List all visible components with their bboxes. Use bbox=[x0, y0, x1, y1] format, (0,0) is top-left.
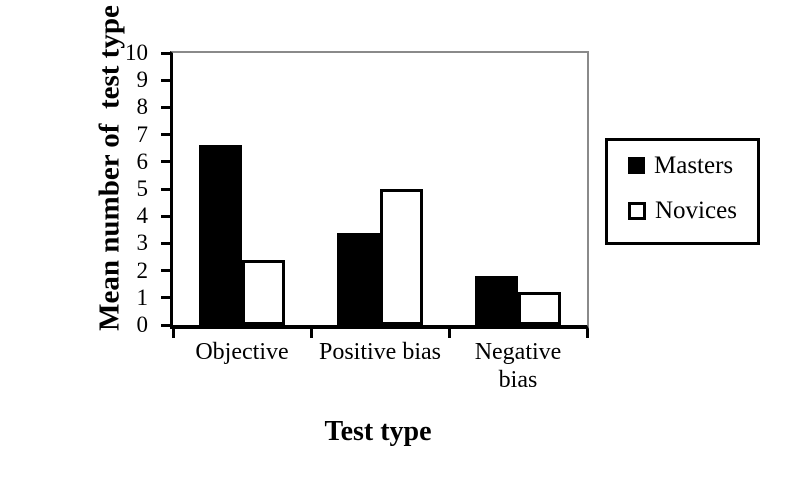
y-axis-tick-label: 7 bbox=[136, 121, 149, 147]
legend-label-novices: Novices bbox=[655, 197, 737, 225]
x-category-label-negative-bias: Negative bias bbox=[474, 339, 562, 393]
novices-swatch-icon bbox=[628, 202, 646, 221]
y-axis-tick-label: 1 bbox=[136, 284, 149, 310]
y-axis-tick-label: 10 bbox=[125, 40, 148, 65]
legend: Masters Novices bbox=[605, 138, 760, 245]
legend-label-masters: Masters bbox=[654, 151, 734, 179]
y-axis-tick bbox=[161, 214, 170, 218]
y-axis-tick-label: 0 bbox=[136, 312, 149, 337]
y-axis-tick-label: 4 bbox=[136, 203, 149, 229]
plot-area bbox=[170, 51, 589, 329]
masters-swatch-icon bbox=[628, 157, 645, 175]
x-axis-tick bbox=[447, 329, 451, 338]
x-category-label-positive-bias: Positive bias bbox=[318, 339, 441, 365]
x-axis-tick bbox=[171, 329, 175, 338]
y-axis-tick bbox=[161, 51, 170, 55]
x-axis-title: Test type bbox=[324, 416, 432, 447]
bar-masters-negative-bias bbox=[475, 276, 518, 325]
bar-novices-negative-bias bbox=[518, 292, 561, 325]
x-axis-tick bbox=[309, 329, 313, 338]
y-axis-tick bbox=[161, 323, 170, 327]
bar-novices-objective bbox=[242, 259, 285, 325]
bar-masters-positive-bias bbox=[337, 232, 380, 325]
x-category-label-objective: Objective bbox=[195, 339, 289, 365]
y-axis-tick bbox=[161, 187, 170, 191]
y-axis-tick bbox=[161, 160, 170, 164]
y-axis-tick bbox=[161, 269, 170, 273]
y-axis-tick bbox=[161, 296, 170, 300]
y-axis-tick-label: 2 bbox=[136, 257, 149, 283]
y-axis-tick-label: 5 bbox=[136, 176, 149, 201]
bar-masters-objective bbox=[199, 145, 242, 325]
x-axis-tick bbox=[585, 329, 589, 338]
y-axis-tick bbox=[161, 241, 170, 245]
y-axis-tick bbox=[161, 105, 170, 109]
legend-item-masters: Masters bbox=[628, 151, 757, 181]
legend-item-novices: Novices bbox=[628, 197, 757, 227]
y-axis-tick-label: 8 bbox=[136, 94, 149, 120]
y-axis-tick-label: 3 bbox=[136, 230, 149, 256]
y-axis-tick-label: 6 bbox=[136, 148, 149, 174]
y-axis-tick-label: 9 bbox=[136, 67, 149, 93]
y-axis-tick bbox=[161, 78, 170, 82]
bar-novices-positive-bias bbox=[380, 189, 423, 325]
y-axis-tick bbox=[161, 133, 170, 137]
